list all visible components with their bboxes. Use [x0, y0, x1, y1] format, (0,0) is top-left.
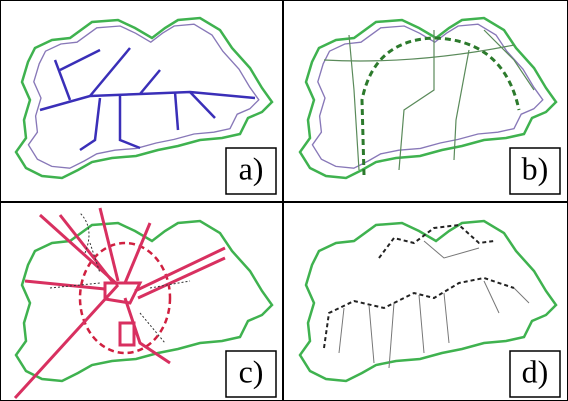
panel-label: b) — [522, 150, 549, 186]
figure: a) b) c) — [0, 0, 568, 401]
panel-label: d) — [522, 353, 549, 389]
panel-label: a) — [239, 150, 264, 186]
panel-label: c) — [239, 353, 264, 389]
page: {"panels": [{"label": "a)"}, {"label": "… — [0, 0, 568, 401]
